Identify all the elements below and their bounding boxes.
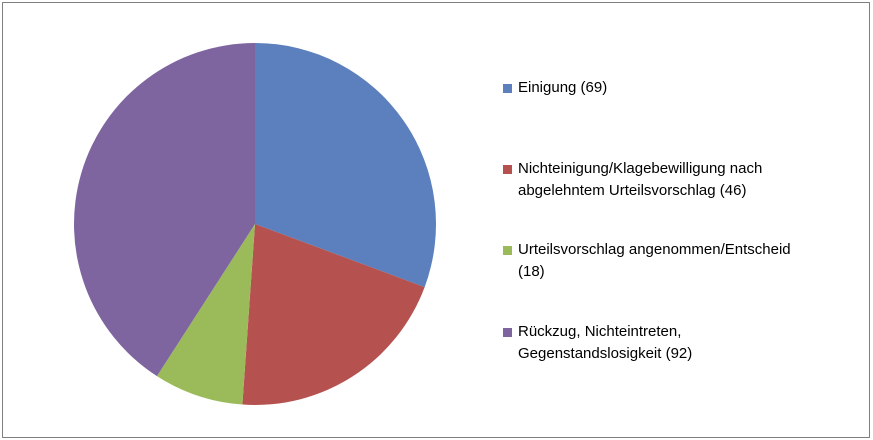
pie-slice	[73, 43, 256, 377]
legend-swatch	[503, 246, 512, 255]
pie-slice	[255, 43, 436, 288]
legend-label: Nichteinigung/Klagebewilligung nach abge…	[518, 160, 763, 199]
pie-slice	[156, 224, 255, 405]
legend-swatch	[503, 165, 512, 174]
pie-area	[73, 43, 436, 405]
legend-entry: Rückzug, Nichteintreten, Gegenstandslosi…	[503, 321, 813, 365]
legend-label: Rückzug, Nichteintreten, Gegenstandslosi…	[518, 323, 693, 362]
legend-swatch	[503, 84, 512, 93]
legend-swatch	[503, 328, 512, 337]
legend-entry: Nichteinigung/Klagebewilligung nach abge…	[503, 158, 813, 202]
legend-label: Einigung (69)	[518, 79, 608, 96]
legend-entry: Urteilsvorschlag angenommen/Entscheid (1…	[503, 239, 813, 283]
legend-label: Urteilsvorschlag angenommen/Entscheid (1…	[518, 241, 791, 280]
legend-entry: Einigung (69)	[503, 77, 813, 99]
pie-slice	[242, 224, 425, 405]
